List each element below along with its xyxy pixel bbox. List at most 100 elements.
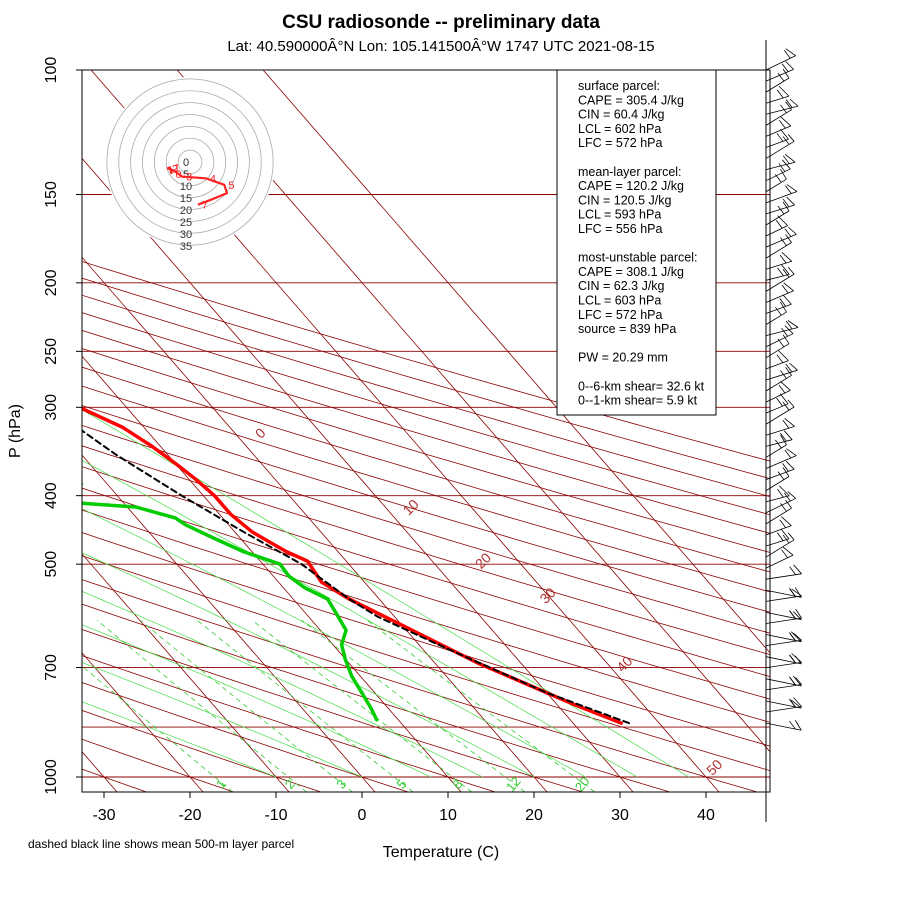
x-tick-label: -10 — [264, 807, 287, 824]
hodograph-height-label: 3 — [186, 172, 192, 184]
wind-barb-flag — [781, 284, 789, 294]
dry-adiabat — [82, 405, 770, 613]
y-tick-label: 100 — [43, 57, 60, 84]
wind-barb — [765, 406, 795, 425]
y-axis-label: P (hPa) — [7, 404, 24, 458]
wind-barb — [765, 273, 795, 292]
wind-barb — [765, 290, 794, 303]
moist-adiabat — [82, 590, 483, 778]
wind-barb-flag — [779, 519, 787, 528]
info-box-line: CAPE = 308.1 J/kg — [578, 265, 684, 279]
hodograph-height-label: 7 — [202, 200, 208, 212]
hodograph-ring — [118, 90, 262, 234]
wind-barb-flag — [781, 328, 788, 337]
dry-adiabat — [82, 261, 770, 462]
wind-barb-flag — [792, 611, 802, 620]
wind-barb — [765, 426, 795, 436]
wind-barb-flag — [780, 381, 791, 391]
info-box-line: PW = 20.29 mm — [578, 351, 668, 365]
wind-barb-flag — [785, 185, 792, 194]
wind-barb — [765, 178, 787, 193]
wind-barb-flag — [776, 532, 784, 541]
wind-barb-flag — [782, 419, 790, 429]
wind-barb — [765, 327, 799, 337]
dry-adiabat — [82, 738, 234, 792]
x-tick-label: 0 — [358, 807, 367, 824]
info-box-line: CAPE = 305.4 J/kg — [578, 93, 684, 107]
wind-barb-flag — [782, 534, 790, 544]
dry-adiabat — [82, 348, 770, 553]
dry-adiabat — [82, 532, 770, 747]
x-axis-label: Temperature (C) — [383, 844, 499, 861]
wind-barb — [765, 525, 792, 536]
wind-barb — [765, 311, 787, 325]
wind-barb-flag — [782, 201, 790, 212]
wind-barb-flag — [778, 350, 789, 361]
info-box-frame — [556, 69, 717, 416]
wind-barb-flag — [776, 397, 783, 407]
dry-adiabat — [82, 603, 670, 792]
dry-adiabat — [82, 487, 770, 700]
wind-barb — [765, 225, 788, 237]
hodograph-ring — [142, 114, 238, 210]
chart-subtitle: Lat: 40.590000Â°N Lon: 105.141500Â°W 174… — [227, 38, 654, 55]
wind-barb-flag — [787, 532, 795, 541]
wind-barb-flag — [785, 363, 793, 373]
x-tick-label: 20 — [525, 807, 543, 824]
wind-barb-flag — [783, 50, 791, 59]
info-box-line: most-unstable parcel: — [578, 251, 698, 265]
wind-barb-flag — [784, 228, 792, 237]
hodograph-trace — [166, 166, 229, 206]
hodograph-ring — [165, 137, 215, 187]
wind-barb-flag — [782, 334, 790, 344]
dry-adiabat — [82, 424, 770, 634]
wind-barb-flag — [789, 654, 796, 663]
wind-barb — [765, 360, 789, 370]
isotherm-line — [82, 157, 634, 792]
hodograph-ring-label: 35 — [180, 241, 192, 253]
wind-barb-flag — [776, 133, 784, 142]
info-box-line: 0--6-km shear= 32.6 kt — [578, 379, 705, 393]
moist-adiabat — [82, 624, 431, 778]
wind-barb — [765, 439, 793, 447]
hodograph-ring-label: 15 — [180, 193, 192, 205]
hodograph-height-label: 2 — [172, 163, 178, 175]
wind-barb-flag — [783, 295, 792, 305]
temperature-curve — [82, 406, 624, 725]
wind-barb-flag — [794, 720, 802, 731]
wind-barb-flag — [793, 632, 802, 641]
wind-barb-flag — [779, 393, 789, 405]
wind-barb — [765, 242, 792, 259]
wind-barb — [765, 69, 794, 82]
isotherm-line — [82, 652, 204, 792]
y-tick-label: 700 — [43, 654, 60, 681]
wind-barb-flag — [779, 298, 787, 307]
wind-barbs — [765, 40, 802, 822]
wind-barb-flag — [791, 699, 802, 709]
wind-barb-flag — [789, 698, 796, 708]
mixing-ratio-line — [139, 619, 353, 792]
info-box-line: LFC = 556 hPa — [578, 222, 662, 236]
wind-barb — [765, 109, 792, 126]
moist-adiabat — [82, 552, 535, 778]
hodograph-ring-label: 5 — [183, 169, 189, 181]
wind-barb-flag — [785, 499, 792, 509]
wind-barb-flag — [793, 564, 802, 575]
wind-barb-flag — [789, 632, 796, 641]
wind-barb — [765, 233, 797, 248]
dewpoint-curve — [82, 482, 379, 722]
wind-barb-flag — [787, 266, 795, 275]
wind-barb — [765, 138, 789, 148]
wind-barb-flag — [789, 610, 796, 619]
info-box-line: CIN = 62.3 J/kg — [578, 279, 665, 293]
wind-barb — [765, 333, 794, 348]
mixing-ratio-line — [96, 619, 307, 792]
isotherm-line — [82, 553, 290, 792]
wind-barb — [765, 95, 790, 104]
wind-barb — [765, 105, 799, 115]
dry-adiabat — [82, 277, 770, 480]
wind-barb-flag — [787, 491, 796, 499]
dry-adiabat — [82, 445, 770, 656]
wind-barb-flag — [786, 184, 798, 192]
